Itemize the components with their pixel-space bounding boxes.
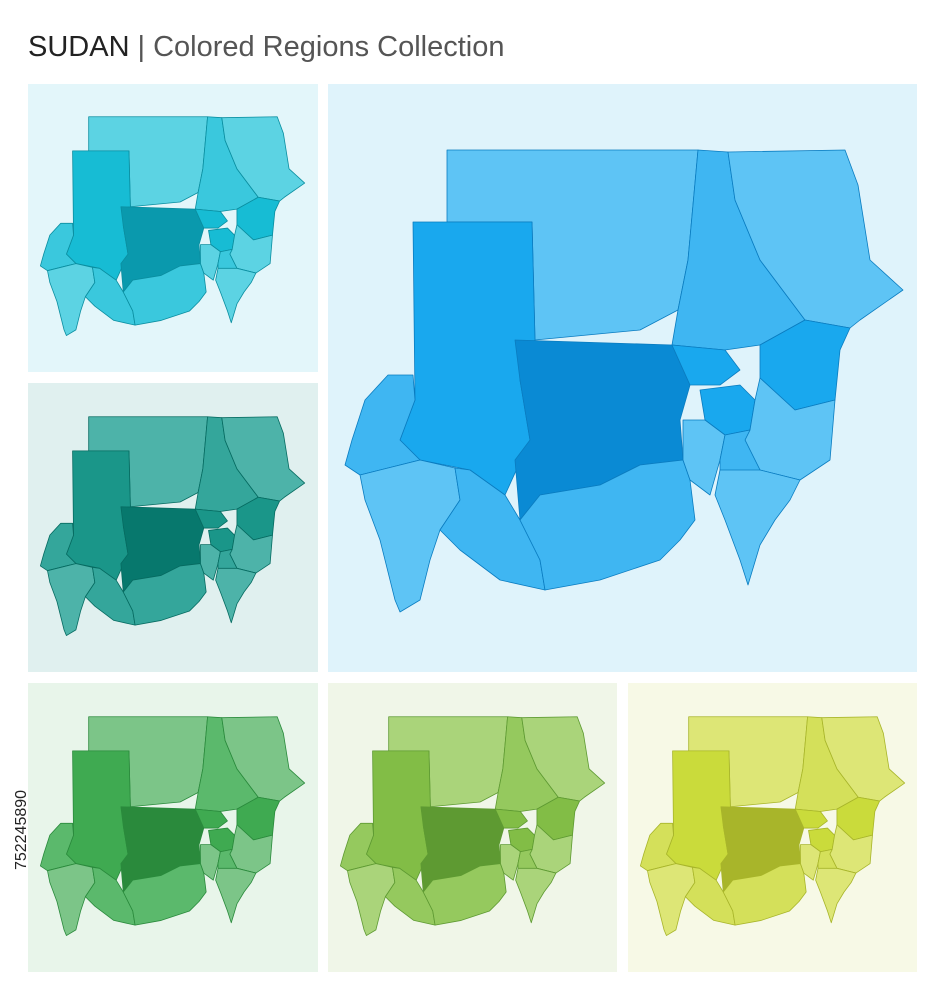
title: SUDAN [28, 31, 130, 63]
stock-id: 752245890 [13, 790, 30, 870]
subtitle: Colored Regions Collection [153, 31, 504, 63]
separator: | [138, 31, 146, 63]
